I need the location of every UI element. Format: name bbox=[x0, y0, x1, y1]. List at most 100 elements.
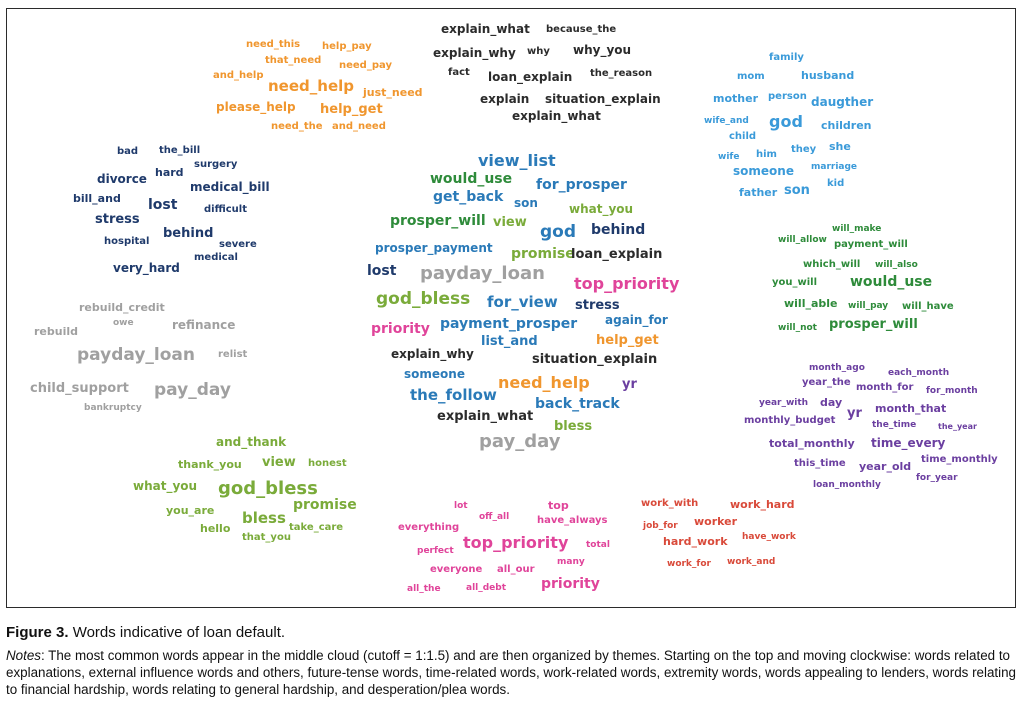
word-family-11: wife bbox=[718, 152, 740, 162]
word-extremity-9: everyone bbox=[430, 564, 483, 575]
word-extremity-2: off_all bbox=[479, 512, 510, 522]
word-financial-5: relist bbox=[218, 349, 248, 360]
word-appeal-8: bless bbox=[242, 509, 286, 527]
word-time-10: the_time bbox=[872, 420, 917, 430]
word-center-6: prosper_will bbox=[390, 213, 486, 229]
word-appeal-6: promise bbox=[293, 497, 357, 513]
word-hardship-3: hard bbox=[155, 166, 184, 179]
word-extremity-13: all_debt bbox=[466, 583, 507, 593]
word-appeal-2: view bbox=[262, 455, 296, 470]
word-family-14: marriage bbox=[811, 162, 858, 172]
word-plea-8: help_get bbox=[320, 102, 383, 117]
word-plea-3: need_pay bbox=[339, 60, 392, 71]
word-plea-4: and_help bbox=[213, 70, 264, 81]
word-cloud-figure: explain_what because_the explain_why why why… bbox=[6, 8, 1016, 608]
word-hardship-13: medical bbox=[194, 252, 238, 263]
word-center-10: prosper_payment bbox=[375, 241, 493, 255]
word-future-10: will_not bbox=[778, 323, 817, 333]
word-extremity-6: total bbox=[586, 540, 610, 550]
word-center-15: top_priority bbox=[574, 274, 680, 293]
word-hardship-8: difficult bbox=[204, 204, 247, 215]
word-center-18: stress bbox=[575, 298, 620, 313]
word-future-9: will_have bbox=[902, 301, 954, 312]
word-family-18: son bbox=[784, 183, 810, 198]
word-appeal-1: thank_you bbox=[178, 458, 242, 471]
word-center-31: explain_what bbox=[437, 409, 534, 424]
notes-label: Notes bbox=[6, 648, 41, 663]
word-work-3: worker bbox=[694, 515, 738, 528]
word-family-9: child bbox=[729, 131, 757, 142]
word-explanation-6: loan_explain bbox=[488, 70, 573, 84]
word-center-21: again_for bbox=[605, 313, 668, 327]
word-family-8: children bbox=[821, 119, 872, 132]
word-future-4: will_also bbox=[875, 260, 918, 270]
word-explanation-10: explain_what bbox=[512, 109, 601, 123]
word-appeal-7: you_are bbox=[166, 504, 215, 517]
word-plea-7: please_help bbox=[216, 100, 296, 114]
word-hardship-6: medical_bill bbox=[190, 180, 270, 194]
word-hardship-0: bad bbox=[117, 146, 139, 157]
word-hardship-2: divorce bbox=[97, 172, 147, 186]
word-time-14: this_time bbox=[794, 458, 846, 469]
word-time-13: time_every bbox=[871, 436, 946, 450]
word-center-12: loan_explain bbox=[571, 247, 663, 262]
word-explanation-4: why_you bbox=[573, 43, 632, 57]
word-hardship-7: lost bbox=[148, 197, 178, 213]
word-work-4: hard_work bbox=[663, 535, 728, 548]
word-future-8: will_pay bbox=[848, 301, 889, 311]
word-financial-7: pay_day bbox=[154, 380, 231, 400]
word-center-14: payday_loan bbox=[420, 263, 545, 284]
word-time-9: yr bbox=[847, 406, 862, 421]
word-time-18: loan_monthly bbox=[813, 480, 881, 490]
word-family-10: she bbox=[829, 140, 851, 153]
word-financial-6: child_support bbox=[30, 381, 129, 396]
word-time-5: year_with bbox=[759, 398, 809, 408]
word-time-0: month_ago bbox=[809, 363, 865, 373]
word-appeal-5: god_bless bbox=[218, 478, 318, 499]
word-financial-1: owe bbox=[113, 318, 134, 328]
word-time-16: time_monthly bbox=[921, 454, 998, 465]
word-center-19: priority bbox=[371, 321, 430, 337]
caption-title-line: Figure 3. Words indicative of loan defau… bbox=[6, 624, 1020, 641]
word-appeal-9: hello bbox=[200, 522, 231, 535]
word-hardship-1: the_bill bbox=[159, 145, 201, 156]
word-plea-1: help_pay bbox=[322, 41, 372, 52]
word-center-20: payment_prosper bbox=[440, 316, 578, 332]
word-hardship-14: very_hard bbox=[113, 261, 180, 275]
word-hardship-10: behind bbox=[163, 226, 214, 241]
word-center-4: son bbox=[514, 196, 538, 210]
word-center-3: get_back bbox=[433, 189, 504, 205]
word-work-1: work_hard bbox=[730, 498, 795, 511]
caption-notes: Notes: The most common words appear in t… bbox=[6, 647, 1020, 698]
word-family-15: someone bbox=[733, 164, 794, 178]
word-center-29: the_follow bbox=[410, 386, 497, 404]
word-hardship-5: bill_and bbox=[73, 192, 121, 205]
word-plea-5: need_help bbox=[268, 77, 354, 95]
word-time-11: the_year bbox=[938, 422, 977, 431]
word-financial-0: rebuild_credit bbox=[79, 301, 165, 314]
word-family-6: wife_and bbox=[704, 116, 749, 126]
word-appeal-11: that_you bbox=[242, 532, 291, 543]
word-center-24: explain_why bbox=[391, 347, 474, 361]
figure-caption: Figure 3. Words indicative of loan defau… bbox=[6, 624, 1020, 698]
word-work-7: work_and bbox=[727, 557, 776, 567]
word-center-22: list_and bbox=[481, 334, 538, 349]
word-family-12: him bbox=[756, 149, 777, 160]
word-plea-10: and_need bbox=[332, 121, 386, 132]
word-center-0: view_list bbox=[478, 151, 556, 170]
word-family-17: father bbox=[739, 186, 778, 199]
word-time-15: year_old bbox=[859, 460, 912, 473]
notes-text: : The most common words appear in the mi… bbox=[6, 648, 1016, 697]
word-center-1: would_use bbox=[430, 171, 513, 187]
word-time-8: monthly_budget bbox=[744, 415, 836, 426]
word-hardship-12: severe bbox=[219, 239, 257, 250]
word-extremity-5: top_priority bbox=[463, 533, 569, 552]
word-appeal-0: and_thank bbox=[216, 435, 287, 449]
word-family-4: person bbox=[768, 91, 807, 102]
word-extremity-1: top bbox=[548, 499, 569, 512]
word-extremity-12: all_the bbox=[407, 584, 441, 594]
word-work-5: have_work bbox=[742, 532, 796, 542]
word-center-30: back_track bbox=[535, 396, 620, 412]
word-appeal-10: take_care bbox=[289, 522, 344, 533]
word-center-27: yr bbox=[622, 377, 637, 392]
